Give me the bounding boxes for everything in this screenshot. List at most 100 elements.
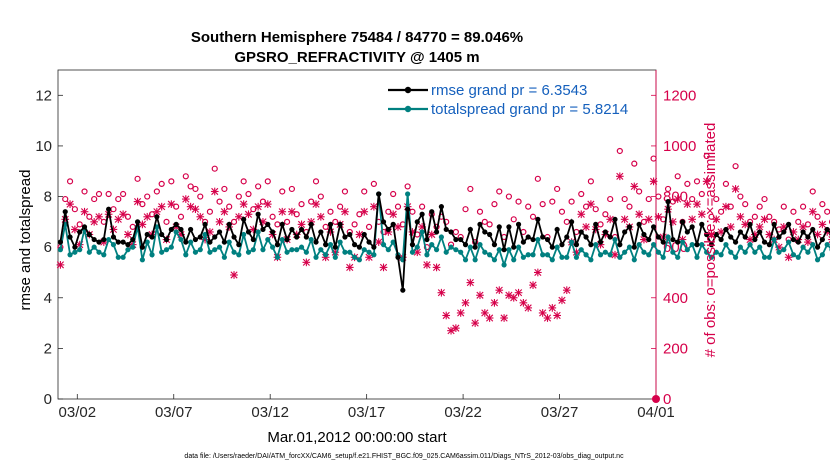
totalspread-point [593, 242, 599, 248]
rmse-point [472, 244, 478, 250]
totalspread-point [786, 239, 792, 245]
rmse-point [139, 244, 145, 250]
rmse-point [255, 211, 261, 217]
totalspread-point [795, 254, 801, 260]
rmse-point [477, 221, 483, 227]
rmse-point [689, 224, 695, 230]
possible-obs-point [168, 178, 175, 185]
rmse-point [757, 229, 763, 235]
possible-obs-point [144, 193, 151, 200]
totalspread-point [462, 257, 469, 263]
assimilated-obs-point [379, 263, 388, 272]
rmse-point [241, 216, 247, 222]
totalspread-point [77, 247, 83, 253]
assimilated-obs-point [726, 223, 735, 231]
totalspread-point [694, 254, 700, 260]
rmse-point [347, 231, 353, 238]
totalspread-point [583, 252, 589, 258]
rmse-point [704, 231, 710, 238]
rmse-point [675, 239, 681, 245]
rmse-point [535, 216, 541, 222]
assimilated-obs-point [95, 212, 103, 221]
totalspread-point [250, 247, 256, 253]
assimilated-obs-point [538, 309, 547, 317]
assimilated-obs-point [611, 250, 619, 259]
possible-obs-point [549, 198, 556, 205]
totalspread-point [443, 249, 449, 255]
possible-obs-point [713, 195, 720, 203]
rmse-point [284, 236, 290, 243]
rmse-point [482, 229, 488, 235]
rmse-point [327, 221, 334, 227]
y-right-tick-label: 1200 [663, 87, 696, 104]
rmse-point [646, 236, 652, 243]
rmse-point [491, 242, 498, 248]
rmse-point [159, 231, 165, 238]
totalspread-point [766, 254, 772, 260]
totalspread-point [424, 252, 430, 258]
possible-obs-point [607, 195, 614, 203]
totalspread-point [689, 242, 695, 248]
assimilated-obs-point [143, 212, 152, 221]
totalspread-point [361, 247, 367, 253]
y-left-tick-label: 6 [44, 239, 52, 256]
totalspread-point [390, 239, 396, 245]
rmse-point [487, 231, 493, 238]
rmse-point [120, 239, 126, 245]
possible-obs-point [187, 183, 194, 190]
rmse-point [207, 239, 213, 245]
totalspread-point [245, 249, 252, 255]
rmse-point [771, 221, 777, 227]
totalspread-point [723, 242, 729, 248]
rmse-point [438, 204, 444, 210]
rmse-point [380, 219, 387, 225]
possible-obs-point [790, 208, 797, 215]
y-left-tick-label: 12 [35, 87, 52, 104]
rmse-point [212, 234, 218, 240]
assimilated-obs-point [345, 263, 354, 272]
totalspread-point [650, 242, 657, 248]
totalspread-point [125, 247, 131, 253]
assimilated-obs-point [736, 212, 745, 221]
possible-obs-point [674, 173, 681, 180]
assimilated-obs-point [423, 261, 431, 269]
possible-obs-point [631, 160, 638, 167]
rmse-point [323, 242, 329, 248]
assimilated-obs-point [635, 210, 643, 219]
rmse-point [814, 244, 821, 250]
rmse-point [298, 226, 305, 233]
totalspread-point [342, 249, 348, 255]
possible-obs-point [332, 218, 339, 225]
totalspread-point [294, 247, 300, 253]
assimilated-obs-point [722, 202, 730, 211]
possible-obs-point [467, 185, 474, 193]
totalspread-point [241, 231, 247, 238]
totalspread-point [597, 252, 604, 258]
totalspread-point [535, 236, 541, 243]
possible-obs-point [486, 221, 493, 228]
possible-obs-point [799, 203, 807, 210]
rmse-point [766, 242, 772, 248]
possible-obs-point [327, 208, 334, 215]
totalspread-point [704, 249, 710, 255]
possible-obs-point [264, 178, 271, 185]
y-left-tick-label: 4 [44, 290, 52, 307]
assimilated-obs-point [697, 210, 706, 219]
rmse-point [713, 231, 719, 238]
totalspread-point [467, 244, 473, 250]
rmse-point [279, 221, 285, 227]
totalspread-point [544, 252, 551, 258]
possible-obs-point [621, 195, 628, 203]
assimilated-obs-point [66, 200, 74, 208]
assimilated-obs-point [244, 210, 253, 219]
possible-obs-point [636, 188, 643, 195]
rmse-point [790, 236, 797, 243]
totalspread-point [236, 252, 242, 258]
totalspread-point [622, 249, 628, 255]
totalspread-point [173, 229, 179, 235]
y-left-tick-label: 8 [44, 189, 52, 206]
totalspread-point [482, 249, 488, 255]
possible-obs-point [361, 188, 368, 195]
rmse-point [260, 226, 266, 233]
assimilated-obs-point [235, 212, 243, 221]
